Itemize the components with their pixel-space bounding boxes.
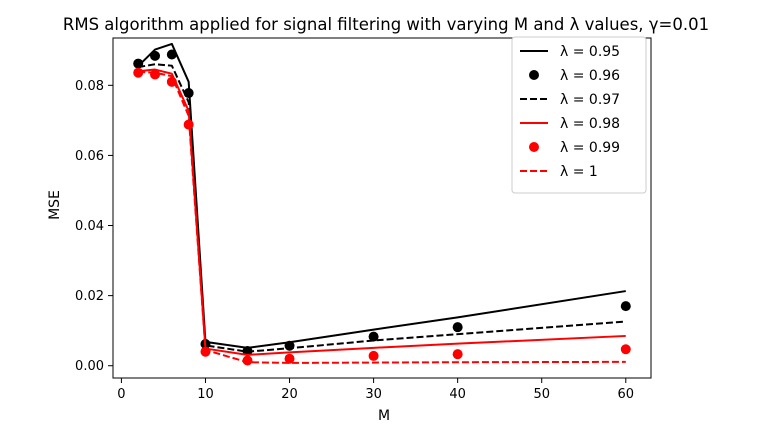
series-3	[138, 68, 626, 356]
x-tick-label: 40	[449, 387, 466, 402]
legend-box	[511, 36, 647, 194]
data-point	[150, 69, 161, 80]
data-point	[150, 50, 161, 61]
legend-label: λ = 0.97	[560, 92, 620, 108]
plot-frame	[112, 37, 652, 379]
data-point	[620, 344, 631, 355]
y-tick-label: 0.04	[75, 219, 104, 234]
y-tick-label: 0.06	[75, 149, 104, 164]
series-4	[133, 67, 631, 366]
data-point	[452, 349, 463, 360]
legend-label: λ = 0.96	[560, 68, 620, 84]
data-point	[620, 301, 631, 312]
data-point	[284, 340, 295, 351]
y-tick-label: 0.02	[75, 289, 104, 304]
axis-layer: 0 10 20 30 40 50 60 0.00 0.02 0.04 0.06 0.08	[75, 79, 634, 402]
data-point	[242, 355, 253, 366]
series-line	[138, 68, 626, 356]
y-axis-title: MSE	[47, 190, 63, 220]
series-line	[138, 63, 626, 353]
x-tick-label: 30	[365, 387, 382, 402]
legend-entry: λ = 0.96	[529, 68, 620, 84]
data-point	[284, 353, 295, 364]
data-point	[368, 350, 379, 361]
x-tick-label: 10	[197, 387, 214, 402]
legend-marker-swatch	[529, 142, 539, 152]
legend-label: λ = 0.98	[560, 116, 620, 132]
series-line	[138, 71, 626, 364]
data-point	[452, 322, 463, 333]
series-2	[138, 63, 626, 353]
legend-label: λ = 0.99	[560, 140, 620, 156]
x-axis-title: M	[378, 408, 390, 424]
y-tick-label: 0.08	[75, 79, 104, 94]
legend-entry: λ = 1	[520, 164, 598, 180]
series-layer	[133, 42, 631, 366]
data-point	[166, 49, 177, 60]
series-5	[138, 71, 626, 364]
legend-marker-swatch	[529, 70, 539, 80]
x-tick-label: 20	[281, 387, 298, 402]
y-tick-label: 0.00	[75, 359, 104, 374]
chart-title: RMS algorithm applied for signal filteri…	[63, 15, 709, 34]
legend-label: λ = 1	[560, 164, 598, 180]
x-tick-label: 0	[117, 387, 125, 402]
legend-entry: λ = 0.97	[520, 92, 620, 108]
legend-entry: λ = 0.99	[529, 140, 620, 156]
x-tick-label: 50	[533, 387, 550, 402]
x-tick-label: 60	[618, 387, 635, 402]
legend-entry: λ = 0.95	[520, 44, 620, 60]
series-0	[137, 42, 626, 349]
legend: λ = 0.95 λ = 0.96 λ = 0.97 λ = 0.98 λ = 0.99…	[511, 36, 647, 194]
data-point	[183, 88, 194, 99]
data-point	[368, 331, 379, 342]
series-line	[137, 42, 626, 349]
legend-label: λ = 0.95	[560, 44, 620, 60]
data-point	[200, 346, 211, 357]
legend-entry: λ = 0.98	[520, 116, 620, 132]
